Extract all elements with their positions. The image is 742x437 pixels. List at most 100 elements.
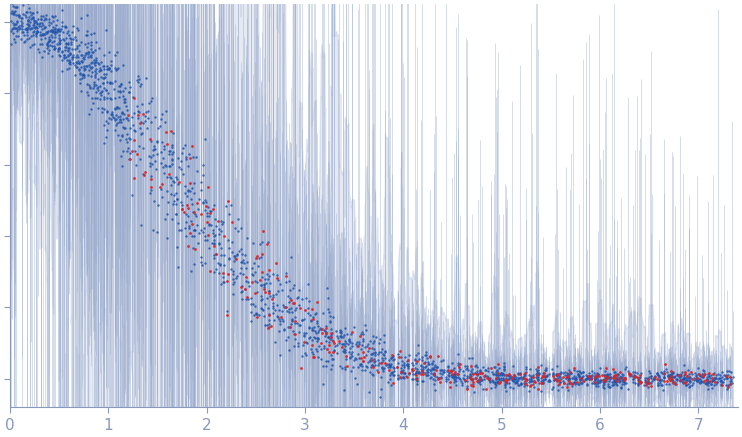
Point — [474, 373, 486, 380]
Point — [188, 208, 200, 215]
Point — [101, 108, 113, 114]
Point — [10, 38, 22, 45]
Point — [470, 378, 482, 385]
Point — [10, 21, 22, 28]
Point — [607, 378, 619, 385]
Point — [289, 317, 301, 324]
Point — [121, 114, 133, 121]
Point — [189, 226, 201, 233]
Point — [410, 369, 422, 376]
Point — [116, 133, 128, 140]
Point — [441, 362, 453, 369]
Point — [697, 378, 709, 385]
Point — [286, 309, 298, 316]
Point — [441, 363, 453, 370]
Point — [235, 259, 247, 266]
Point — [392, 360, 404, 367]
Point — [263, 293, 275, 300]
Point — [671, 377, 683, 384]
Point — [85, 64, 96, 71]
Point — [289, 336, 301, 343]
Point — [648, 376, 660, 383]
Point — [541, 364, 553, 371]
Point — [454, 361, 466, 368]
Point — [424, 361, 436, 368]
Point — [75, 63, 87, 70]
Point — [160, 163, 172, 170]
Point — [33, 49, 45, 56]
Point — [272, 307, 284, 314]
Point — [213, 226, 225, 233]
Point — [53, 38, 65, 45]
Point — [83, 82, 95, 89]
Point — [105, 57, 117, 64]
Point — [542, 378, 554, 385]
Point — [513, 381, 525, 388]
Point — [180, 211, 192, 218]
Point — [666, 375, 677, 382]
Point — [487, 364, 499, 371]
Point — [166, 141, 178, 148]
Point — [654, 375, 666, 382]
Point — [82, 71, 94, 78]
Point — [485, 364, 497, 371]
Point — [441, 371, 453, 378]
Point — [654, 379, 666, 386]
Point — [360, 327, 372, 334]
Point — [349, 375, 361, 382]
Point — [23, 35, 35, 42]
Point — [705, 381, 717, 388]
Point — [416, 354, 428, 361]
Point — [653, 373, 665, 380]
Point — [114, 116, 125, 123]
Point — [562, 374, 574, 381]
Point — [208, 251, 220, 258]
Point — [724, 373, 736, 380]
Point — [404, 371, 416, 378]
Point — [199, 197, 211, 204]
Point — [235, 246, 247, 253]
Point — [289, 307, 301, 314]
Point — [119, 99, 131, 106]
Point — [344, 354, 356, 361]
Point — [427, 365, 439, 372]
Point — [292, 340, 304, 347]
Point — [465, 375, 477, 382]
Point — [114, 82, 125, 89]
Point — [497, 371, 509, 378]
Point — [376, 358, 388, 365]
Point — [135, 221, 147, 228]
Point — [294, 329, 306, 336]
Point — [469, 375, 481, 382]
Point — [378, 339, 390, 346]
Point — [91, 56, 102, 63]
Point — [656, 369, 668, 376]
Point — [592, 377, 604, 384]
Point — [416, 368, 428, 375]
Point — [520, 364, 532, 371]
Point — [116, 81, 128, 88]
Point — [93, 44, 105, 51]
Point — [605, 378, 617, 385]
Point — [623, 369, 634, 376]
Point — [76, 58, 88, 65]
Point — [629, 374, 641, 381]
Point — [312, 336, 324, 343]
Point — [315, 326, 326, 333]
Point — [436, 367, 448, 374]
Point — [249, 277, 260, 284]
Point — [72, 53, 84, 60]
Point — [119, 84, 131, 91]
Point — [585, 374, 597, 381]
Point — [447, 367, 459, 374]
Point — [325, 325, 337, 332]
Point — [5, 40, 17, 47]
Point — [496, 375, 508, 382]
Point — [465, 368, 477, 375]
Point — [574, 376, 586, 383]
Point — [319, 327, 331, 334]
Point — [259, 275, 271, 282]
Point — [430, 366, 441, 373]
Point — [471, 370, 483, 377]
Point — [551, 376, 563, 383]
